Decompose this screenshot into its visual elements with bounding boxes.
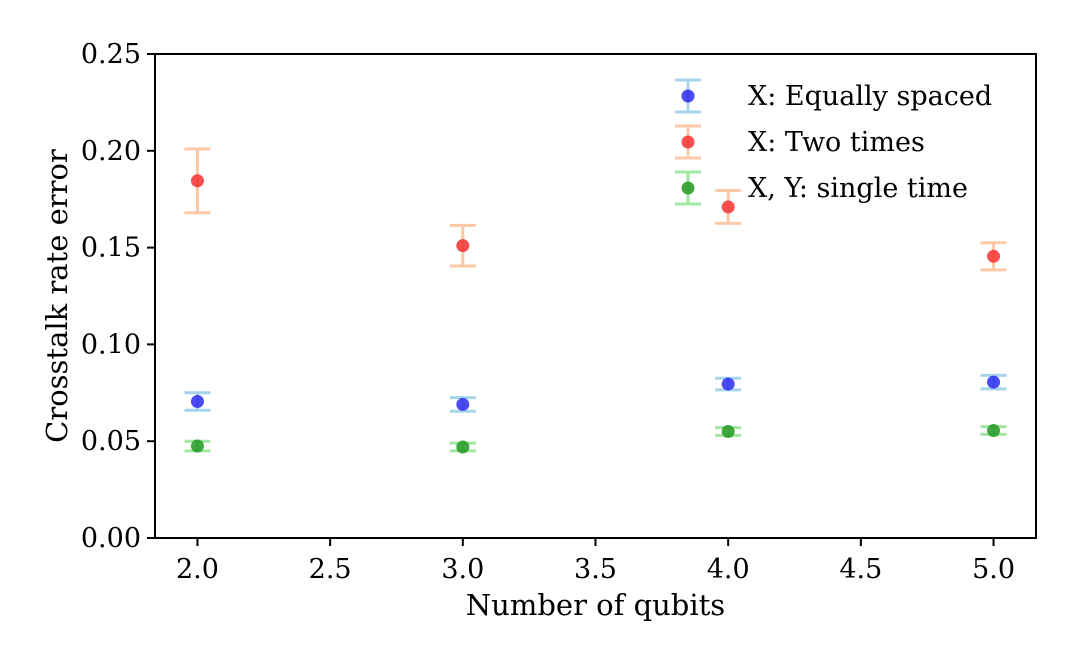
y-axis-label: Crosstalk rate error — [40, 149, 74, 443]
y-tick-label: 0.05 — [81, 426, 141, 457]
y-axis-ticks: 0.00 0.05 0.10 0.15 0.20 0.25 — [81, 39, 155, 554]
x-tick-label: 2.0 — [176, 554, 219, 585]
data-point — [456, 440, 470, 454]
data-point — [190, 174, 204, 188]
data-point — [190, 395, 204, 409]
series-1 — [184, 373, 1007, 413]
y-tick-label: 0.15 — [81, 233, 141, 264]
series-3 — [184, 424, 1007, 454]
y-tick-label: 0.00 — [81, 523, 141, 554]
legend: X: Equally spaced X: Two times X, Y: singl… — [675, 78, 992, 206]
plot-marks — [184, 147, 1007, 454]
legend-marker — [681, 89, 695, 103]
x-tick-label: 4.0 — [707, 554, 750, 585]
data-point — [456, 239, 470, 253]
data-point — [721, 200, 735, 214]
data-point — [987, 249, 1001, 263]
x-axis-label: Number of qubits — [466, 588, 725, 622]
y-tick-label: 0.25 — [81, 39, 141, 70]
data-point — [456, 397, 470, 411]
data-point — [987, 424, 1001, 438]
x-tick-label: 5.0 — [972, 554, 1015, 585]
y-tick-label: 0.20 — [81, 136, 141, 167]
legend-marker — [681, 181, 695, 195]
data-point — [721, 425, 735, 439]
legend-marker — [681, 135, 695, 149]
x-tick-label: 4.5 — [839, 554, 882, 585]
data-point — [190, 439, 204, 453]
x-tick-label: 3.0 — [441, 554, 484, 585]
x-tick-label: 3.5 — [574, 554, 617, 585]
legend-label: X, Y: single time — [748, 173, 968, 204]
legend-label: X: Two times — [748, 127, 925, 158]
y-tick-label: 0.10 — [81, 329, 141, 360]
data-point — [721, 377, 735, 391]
series-2 — [184, 147, 1007, 272]
data-point — [987, 375, 1001, 389]
legend-label: X: Equally spaced — [748, 81, 992, 112]
x-tick-label: 2.5 — [309, 554, 352, 585]
x-axis-ticks: 2.0 2.5 3.0 3.5 4.0 4.5 5.0 — [176, 538, 1015, 585]
